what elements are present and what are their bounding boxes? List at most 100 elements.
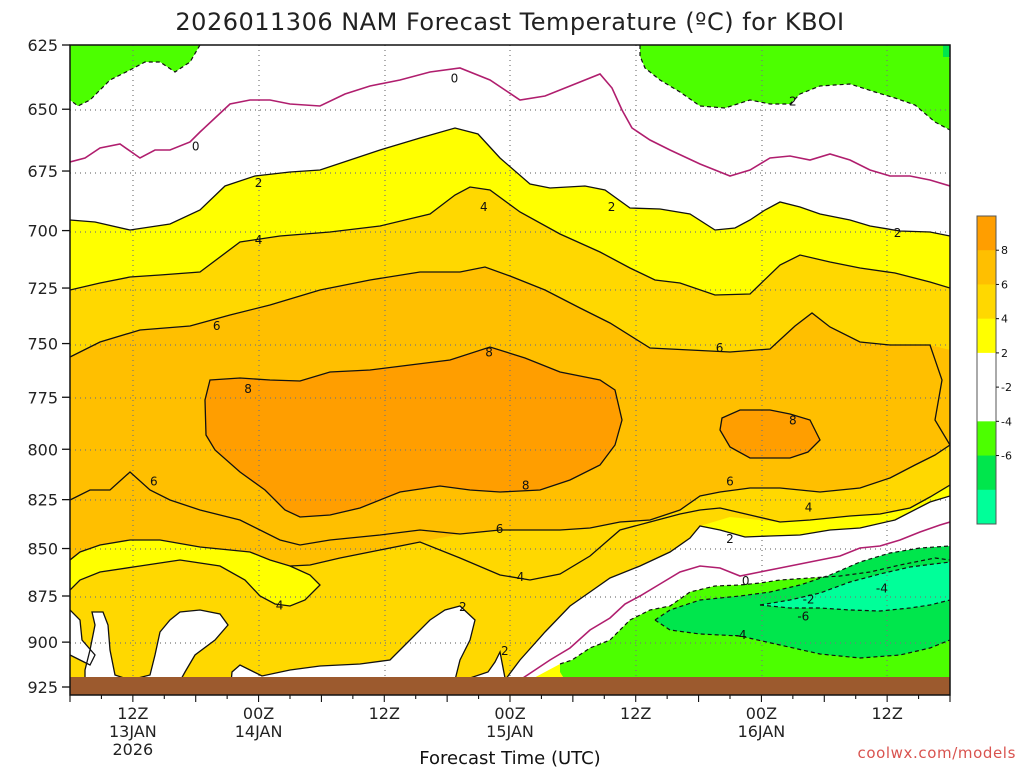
contour-m2-topleft [70,45,201,107]
contour-6-top [70,266,950,446]
colorbar-swatch [977,318,996,354]
colorbar-swatch [977,352,996,388]
colorbar-label: -4 [1001,415,1012,428]
contour-label: -2 [803,593,815,607]
contour-2-bottom-c [229,605,511,695]
colorbar: 8 6 4 2 -2 -4 -6 [976,215,1012,525]
contour-label: 2 [501,644,509,658]
colorbar-swatch [977,387,996,422]
grid-lines [70,45,950,695]
ground-strip [70,677,950,695]
colorbar-label: 2 [1001,347,1008,360]
contour-label: 2 [459,600,467,614]
x-tick-label: 12Z [871,704,902,723]
contour-8-right [719,409,821,459]
colorbar-swatch [977,250,996,285]
contour-2-top [70,127,950,237]
contour-label: 2 [726,532,734,546]
contour-label: 6 [726,475,734,489]
negative-contours [70,45,950,665]
contour-m4 [654,545,950,621]
credit-text: coolwx.com/models [858,744,1017,762]
y-tick-label: 700 [27,222,58,241]
contour-labels: 0 0 2 2 2 2 4 4 6 6 8 8 8 8 6 6 6 4 4 4 2 2 2 0 -2 -4 -6 -4 [150,72,902,658]
contour-2-bottom-b [70,609,96,666]
y-tick-label: 925 [27,678,58,697]
region-green-topright [640,45,950,130]
contour-label: 6 [716,341,724,355]
plot-area: 0 0 2 2 2 2 4 4 6 6 8 8 8 8 6 6 6 4 4 4 2 2 2 0 -2 -4 -6 -4 [69,44,951,696]
colorbar-frame [976,215,997,525]
y-tick-label: 750 [27,335,58,354]
x-tick-label: 00Z [243,704,274,723]
contour-2-bottom-a [84,609,229,695]
contour-label: 4 [255,233,263,247]
colorbar-label: 4 [1001,313,1008,326]
y-tick-label: 625 [27,36,58,55]
contour-4-lowerlobe [70,559,321,607]
x-tick-label: 12Z [117,704,148,723]
y-tick-label: 650 [27,100,58,119]
x-axis-title: Forecast Time (UTC) [419,748,600,768]
colorbar-label: -6 [1001,450,1012,463]
x-tick-label: 12Z [369,704,400,723]
contour-label: 4 [805,501,813,515]
y-tick-label: 800 [27,440,58,459]
contour-label: -4 [876,581,888,595]
region-green-m6 [760,562,950,611]
colorbar-swatch [977,455,996,491]
contour-2-bottom-right [499,495,950,695]
contour-label: -4 [734,628,746,642]
contour-lines [70,127,950,695]
region-white-bottomcenter [230,606,520,695]
x-tick-date: 14JAN [235,722,283,741]
y-tick-label: 725 [27,279,58,298]
contour-label: 2 [789,95,797,109]
contour-label: 4 [517,570,525,584]
region-orange-8-right [720,410,820,458]
colorbar-label: -2 [1001,381,1012,394]
contour-4-bottom [70,484,950,581]
x-tick-label: 00Z [746,704,777,723]
contour-label: 2 [255,176,263,190]
contour-m6 [759,561,950,606]
x-tick-label: 12Z [620,704,651,723]
contour-m6-lower [759,599,950,612]
y-tick-label: 850 [27,540,58,559]
colorbar-swatch [977,489,996,525]
chart-title: 2026011306 NAM Forecast Temperature (ºC)… [175,8,844,36]
contour-label: 8 [789,413,797,427]
contour-label: 6 [496,522,504,536]
contour-m4-lower [654,619,950,659]
y-tick-label: 825 [27,491,58,510]
contour-label: 2 [894,226,902,240]
colorbar-label: 6 [1001,278,1008,291]
contour-label: 4 [480,200,488,214]
contour-label: 4 [276,598,284,612]
x-tick-date: 15JAN [486,722,534,741]
contour-label: 2 [608,200,616,214]
region-white-bottomleft-b [70,610,95,665]
colorbar-swatch [977,284,996,320]
colorbar-swatch [977,216,996,251]
contour-0-top [70,67,950,187]
contour-label: 8 [244,382,252,396]
region-orange-8-main [205,347,622,517]
y-axis: 625 650 675 700 725 750 775 800 825 850 875 900 925 [27,36,70,697]
x-tick-date: 13JAN [109,722,157,741]
contour-6-bottom [70,444,950,546]
y-tick-label: 675 [27,162,58,181]
x-tick-label: 00Z [494,704,525,723]
contour-label: -6 [797,609,809,623]
region-green-corner [943,45,950,57]
x-tick-year: 2026 [112,740,153,759]
contour-label: 6 [150,475,158,489]
contour-label: 0 [451,72,459,86]
y-tick-label: 875 [27,587,58,606]
contour-4-top [70,186,950,296]
contour-0-bottom [509,521,950,695]
contour-m2-bottom [559,557,950,665]
y-tick-label: 900 [27,633,58,652]
